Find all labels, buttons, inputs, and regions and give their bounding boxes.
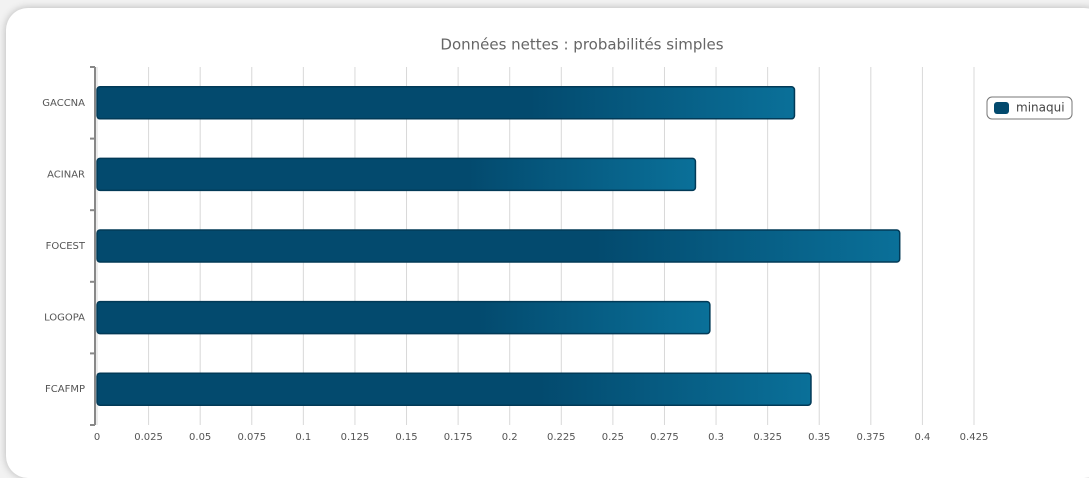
x-tick-label: 0.025: [134, 432, 163, 443]
chart-title: Données nettes : probabilités simples: [440, 36, 723, 54]
x-tick-label: 0.225: [547, 432, 576, 443]
x-tick-label: 0.325: [753, 432, 782, 443]
y-tick-label: FOCEST: [46, 241, 86, 252]
x-tick-label: 0.3: [708, 432, 724, 443]
legend-label: minaqui: [1016, 101, 1065, 115]
x-tick-label: 0.05: [189, 432, 211, 443]
x-tick-label: 0.35: [808, 432, 830, 443]
x-tick-label: 0.15: [395, 432, 417, 443]
x-tick-label: 0.175: [444, 432, 473, 443]
legend-box: [986, 96, 1073, 120]
y-tick-label: ACINAR: [47, 169, 85, 180]
y-tick-label: FCAFMP: [45, 384, 85, 395]
x-tick-label: 0: [94, 432, 100, 443]
x-tick-label: 0.1: [295, 432, 311, 443]
legend-swatch: [994, 102, 1009, 114]
bar: [96, 157, 697, 192]
x-tick-label: 0.4: [914, 432, 930, 443]
y-tick-label: GACCNA: [42, 98, 85, 109]
x-tick-label: 0.375: [857, 432, 886, 443]
y-tick-label: LOGOPA: [44, 313, 85, 324]
x-tick-label: 0.2: [502, 432, 518, 443]
x-tick-label: 0.075: [237, 432, 266, 443]
bar: [96, 300, 711, 335]
x-tick-label: 0.425: [960, 432, 989, 443]
bar: [96, 229, 901, 263]
bar: [96, 372, 812, 406]
chart: Données nettes : probabilités simples 0 0…: [42, 36, 1073, 443]
x-tick-label: 0.125: [341, 432, 370, 443]
x-tick-label: 0.275: [650, 432, 679, 443]
x-tick-label: 0.25: [602, 432, 624, 443]
page: {"chart_data": {"type": "bar", "orientat…: [6, 8, 1089, 478]
bar: [96, 86, 796, 120]
